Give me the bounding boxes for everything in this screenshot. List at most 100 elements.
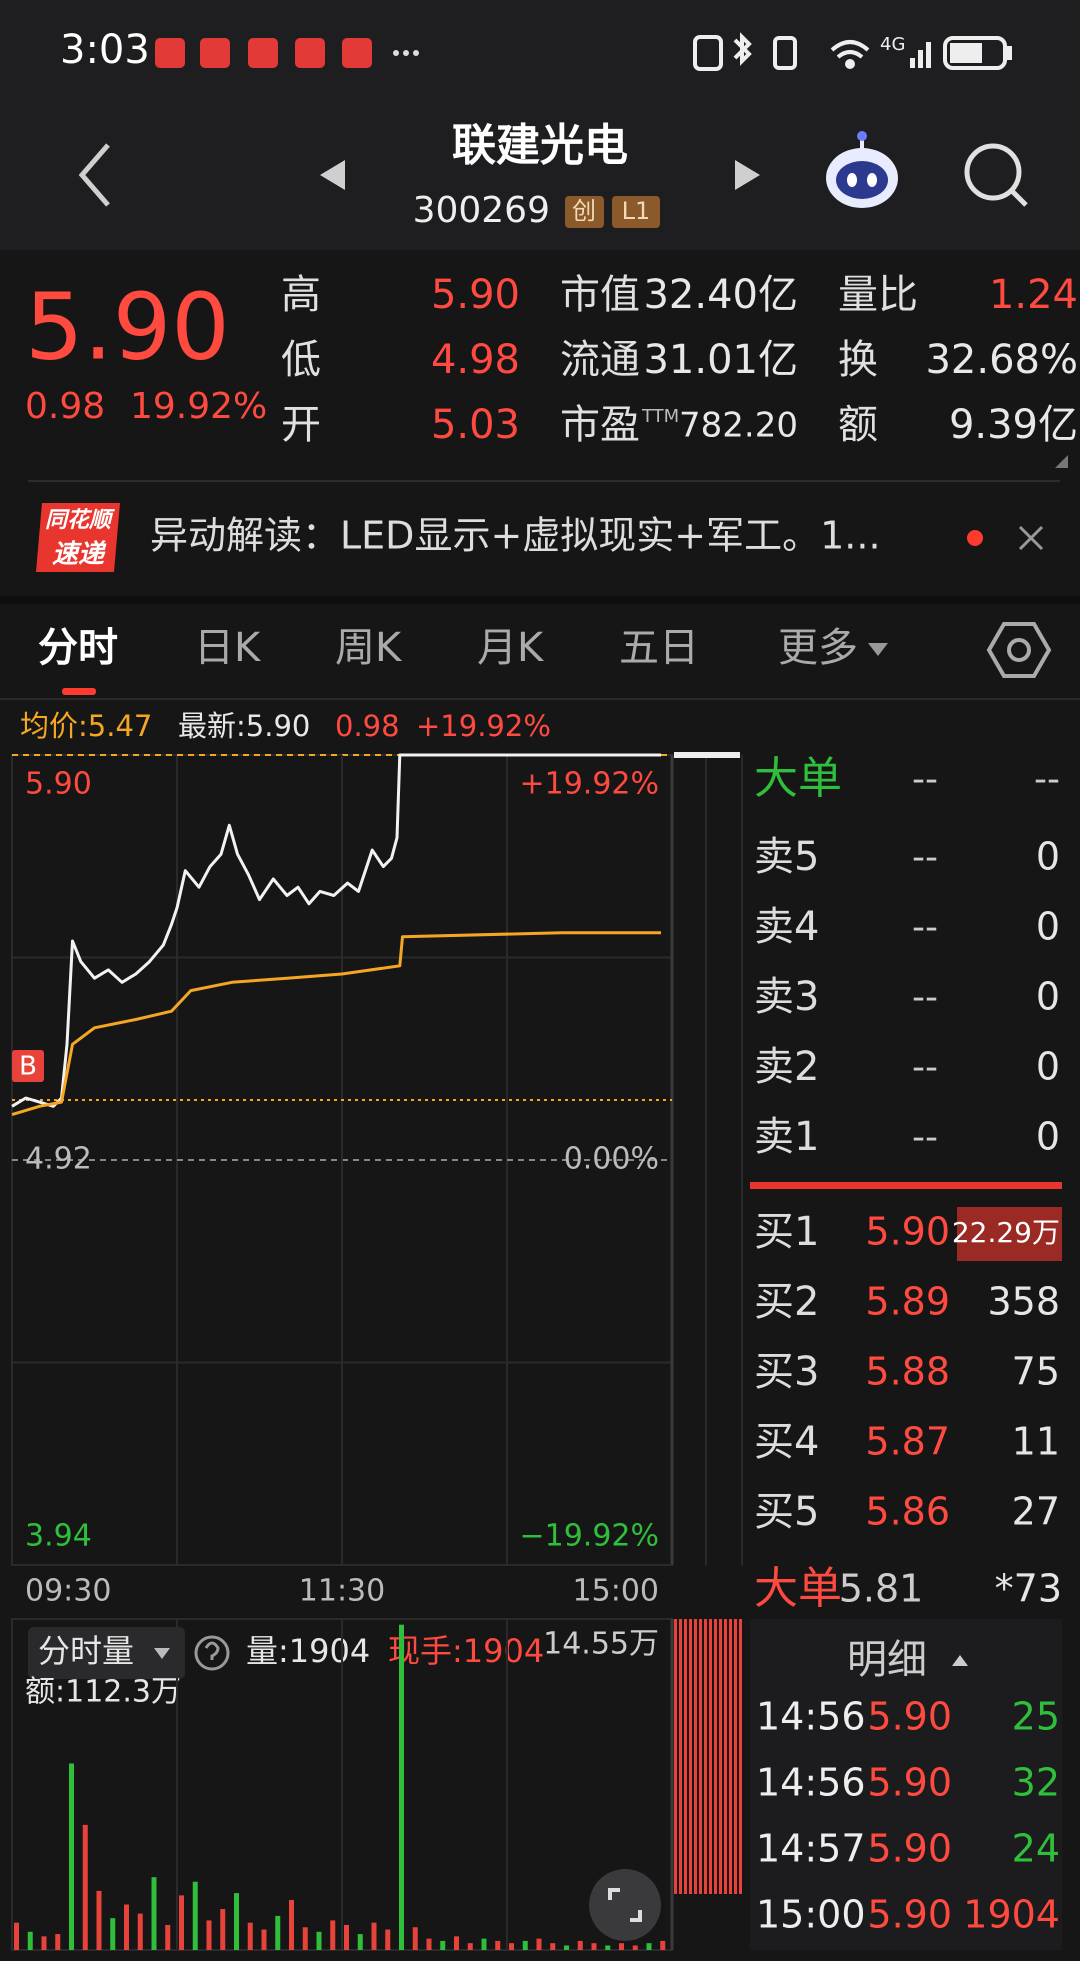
volume-selector: 分时量	[38, 1632, 134, 1670]
y-tick-label: 3.94	[25, 1519, 92, 1554]
tab[interactable]: 月K	[477, 625, 545, 671]
trade-time: 14:57	[756, 1827, 866, 1871]
news-banner[interactable]: 同花顺 速递 异动解读：LED显示+虚拟现实+军工。1...	[36, 503, 983, 572]
auction-volume	[719, 1619, 722, 1894]
stat-label: 高	[281, 272, 321, 318]
volume-bar	[591, 1943, 597, 1950]
quote-stats: 高 5.90 市值 32.40亿 量比 1.24 低 4.98 流通 31.01亿换 32.68% 开…	[281, 272, 1078, 448]
tab[interactable]: 更多	[778, 625, 858, 671]
x-tick-label: 11:30	[299, 1574, 385, 1609]
price-change-pct: 19.92%	[130, 386, 267, 427]
details-caret	[952, 1655, 968, 1666]
bid-label: 买2	[754, 1279, 819, 1325]
bid-highlight	[957, 1207, 1062, 1261]
y-tick-label: 14.55万	[543, 1627, 659, 1662]
bid-price: 5.86	[865, 1490, 950, 1534]
unread-dot	[967, 530, 983, 546]
y-tick-label: 5.90	[25, 767, 92, 802]
stat-label: 市值	[560, 272, 640, 318]
help-glyph	[204, 1641, 220, 1660]
volume-bar	[234, 1893, 239, 1950]
bid-price: 5.87	[865, 1420, 950, 1464]
volume-chart: 分时量 量:1904 现手:1904 额:112.3万 14.55万	[11, 1618, 742, 1951]
settings-button[interactable]	[986, 622, 1052, 678]
trade-time: 14:56	[756, 1761, 866, 1805]
stat-label-sup: TTM	[641, 406, 679, 427]
ask-price: --	[912, 1117, 938, 1158]
auction-volume	[739, 1619, 742, 1894]
close-news[interactable]	[1018, 525, 1044, 551]
volume-bar	[550, 1943, 556, 1950]
volume-bar	[151, 1877, 157, 1950]
news-logo-text: 速递	[52, 540, 107, 570]
bid-volume: 22.29万	[952, 1216, 1060, 1249]
stat-value: 782.20	[679, 406, 798, 446]
tab[interactable]: 五日	[619, 625, 699, 671]
volume-bar	[261, 1929, 267, 1950]
volume-bar	[302, 1927, 308, 1950]
bid-price: 5.90	[865, 1210, 950, 1254]
bid-price: 5.88	[865, 1350, 950, 1394]
auction-volume	[714, 1619, 717, 1894]
volume-selector-bg[interactable]	[28, 1627, 185, 1679]
big-order-label: 大单	[754, 1563, 842, 1614]
stat-value: 32.40亿	[643, 272, 798, 318]
expand-corner[interactable]	[1055, 455, 1068, 468]
details-title[interactable]: 明细	[847, 1637, 927, 1683]
trade-volume: 1904	[963, 1893, 1060, 1937]
change-label: 0.98	[335, 709, 400, 743]
news-logo	[36, 503, 120, 572]
trade-volume: 32	[1012, 1761, 1060, 1805]
fullscreen-button[interactable]	[589, 1869, 661, 1941]
back-button[interactable]	[78, 143, 110, 207]
volume-bar	[344, 1924, 349, 1950]
volume-bar	[577, 1940, 583, 1950]
badge-bg	[565, 196, 604, 228]
stat-value: 32.68%	[925, 337, 1078, 383]
bid-label: 买3	[754, 1349, 819, 1395]
price-line	[11, 931, 661, 1116]
volume-bar	[660, 1940, 666, 1950]
volume-bar	[564, 1945, 569, 1950]
volume-bar	[179, 1895, 184, 1950]
volume-bar	[69, 1763, 74, 1950]
auction-volume	[679, 1619, 682, 1894]
help-icon[interactable]	[194, 1635, 230, 1671]
volume-bar	[536, 1938, 542, 1950]
system-icons	[693, 32, 1012, 71]
volume-bar	[137, 1913, 143, 1950]
tab[interactable]: 周K	[335, 625, 403, 671]
ask-label: 卖4	[754, 904, 819, 950]
assistant-icon[interactable]	[826, 131, 898, 208]
buy-marker: B	[19, 1052, 37, 1082]
stat-value: 9.39亿	[949, 402, 1078, 448]
auction-volume	[709, 1619, 712, 1894]
volume-bar	[27, 1931, 33, 1950]
ask-price: --	[912, 1047, 938, 1088]
ask-label: 卖2	[754, 1044, 819, 1090]
tab[interactable]: 分时	[38, 625, 118, 671]
ask-price: --	[912, 977, 938, 1018]
bid-volume: 358	[987, 1280, 1060, 1324]
ask-label: 卖1	[754, 1114, 819, 1160]
book-divider	[750, 1182, 1062, 1189]
y2-tick-label: −19.92%	[519, 1519, 659, 1554]
tab[interactable]: 日K	[194, 625, 262, 671]
y2-tick-label: 0.00%	[564, 1142, 659, 1177]
stat-value: 4.98	[431, 337, 520, 383]
trade-volume: 24	[1012, 1827, 1060, 1871]
more-caret	[868, 643, 888, 656]
volume-bar	[467, 1943, 473, 1950]
volume-bar	[275, 1915, 281, 1950]
ask-price: --	[912, 837, 938, 878]
search-button[interactable]	[964, 143, 1028, 207]
volume-bar	[619, 1943, 624, 1950]
auction-volume	[684, 1619, 687, 1894]
trade-price: 5.90	[867, 1761, 952, 1805]
stat-label: 量比	[838, 272, 918, 318]
buy-marker-bg	[12, 1050, 44, 1082]
ask-volume: 0	[1036, 975, 1060, 1019]
prev-stock[interactable]	[320, 160, 345, 190]
big-order-volume: *73	[995, 1567, 1062, 1611]
next-stock[interactable]	[735, 160, 760, 190]
